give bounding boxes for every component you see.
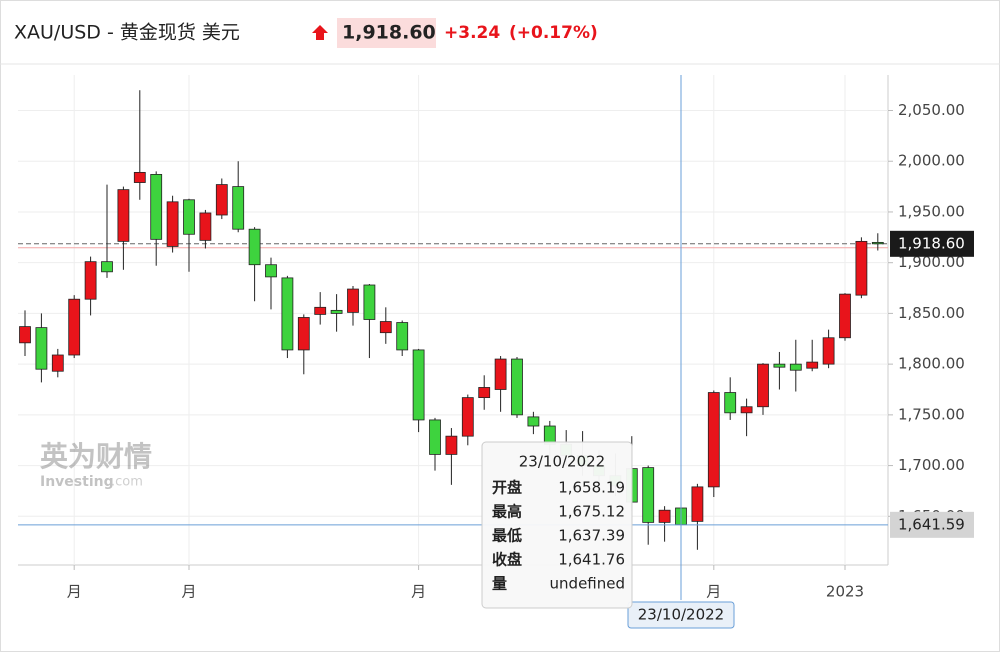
tooltip-value: 1,637.39 — [558, 527, 625, 545]
candle-body — [330, 309, 343, 314]
crosshair-date: 23/10/2022 — [638, 606, 724, 624]
tooltip-value: 1,658.19 — [558, 479, 625, 497]
candle-body — [281, 277, 294, 351]
candle-body — [133, 171, 146, 183]
candle-body — [51, 354, 64, 372]
tooltip-value: 1,641.76 — [558, 551, 625, 569]
candle-body — [412, 349, 425, 421]
candle-body — [707, 392, 720, 488]
candle-body — [84, 261, 97, 300]
watermark-domain: .com — [111, 475, 143, 490]
y-tick-label: 1,850.00 — [898, 304, 965, 322]
candle-body — [68, 298, 81, 356]
tooltip-title: 23/10/2022 — [519, 453, 605, 471]
candle-body — [527, 416, 540, 427]
y-tick-label: 1,950.00 — [898, 202, 965, 220]
tooltip-label: 收盘 — [492, 551, 522, 569]
candle-body — [379, 321, 392, 334]
candle-body — [806, 361, 819, 369]
watermark-brand: 英为财情 — [40, 440, 152, 473]
candle-body — [494, 358, 507, 390]
tooltip-box — [481, 441, 633, 609]
tooltip-label: 量 — [492, 575, 507, 593]
x-tick-label: 2023 — [826, 583, 864, 601]
y-tick-label: 2,050.00 — [898, 101, 965, 119]
candle-body — [314, 306, 327, 315]
crosshair-price-box — [890, 511, 974, 538]
candle-body — [789, 363, 802, 371]
candle-body — [855, 240, 868, 296]
candle-body — [822, 337, 835, 365]
candle-body — [117, 189, 130, 242]
watermark: 英为财情 Investing .com — [40, 440, 152, 490]
last-price-label: 1,918.60 — [898, 234, 965, 252]
y-tick-label: 2,000.00 — [898, 152, 965, 170]
candle-body — [363, 284, 376, 320]
price-highlight — [337, 18, 436, 48]
candle-body — [691, 486, 704, 522]
candle-body — [658, 509, 671, 523]
candle-body — [101, 261, 113, 273]
candle-body — [396, 322, 409, 351]
tooltip-value: undefined — [550, 575, 625, 593]
watermark-site: Investing — [40, 474, 114, 490]
candle-body — [265, 264, 277, 278]
candle-body — [199, 212, 212, 241]
candle-body — [757, 363, 769, 408]
candle-body — [740, 406, 753, 414]
x-tick-label: 月 — [67, 583, 82, 601]
candle-body — [215, 184, 228, 216]
candle-body — [429, 419, 441, 455]
candle-body — [248, 228, 261, 266]
candle-body — [724, 392, 737, 414]
tooltip-value: 1,675.12 — [558, 503, 625, 521]
x-tick-label: 月 — [181, 583, 196, 601]
y-tick-label: 1,800.00 — [898, 355, 965, 373]
y-tick-label: 1,750.00 — [898, 405, 965, 423]
candle-body — [150, 174, 163, 240]
last-price-box — [890, 230, 974, 257]
candle-body — [642, 467, 655, 523]
crosshair-price: 1,641.59 — [898, 515, 965, 533]
last-price: 1,918.60 — [342, 22, 436, 44]
candle-body — [35, 327, 48, 370]
crosshair-date-box — [627, 601, 735, 629]
candle-body — [478, 387, 491, 399]
tooltip-label: 开盘 — [492, 479, 522, 497]
candle-body — [511, 358, 523, 416]
candle-body — [445, 435, 458, 455]
y-tick-label: 1,900.00 — [898, 253, 965, 271]
candle-body — [347, 288, 359, 313]
candle-body — [232, 186, 245, 230]
x-tick-label: 月 — [706, 583, 721, 601]
candle-body — [19, 326, 31, 344]
candle-body — [166, 201, 179, 247]
candle-body — [839, 293, 851, 339]
up-arrow-icon — [312, 25, 328, 40]
candle-body — [183, 199, 195, 235]
price-change: +3.24 — [444, 23, 500, 43]
candle-body — [773, 363, 786, 368]
candle-body — [461, 397, 474, 437]
x-tick-label: 月 — [411, 583, 426, 601]
candle-body — [871, 241, 884, 245]
price-change-pct: (+0.17%) — [509, 23, 598, 43]
tooltip-label: 最高 — [492, 503, 522, 521]
candle-body — [297, 317, 310, 351]
y-tick-label: 1,700.00 — [898, 456, 965, 474]
chart-title: XAU/USD - 黄金现货 美元 — [14, 22, 240, 44]
tooltip-label: 最低 — [492, 527, 522, 545]
